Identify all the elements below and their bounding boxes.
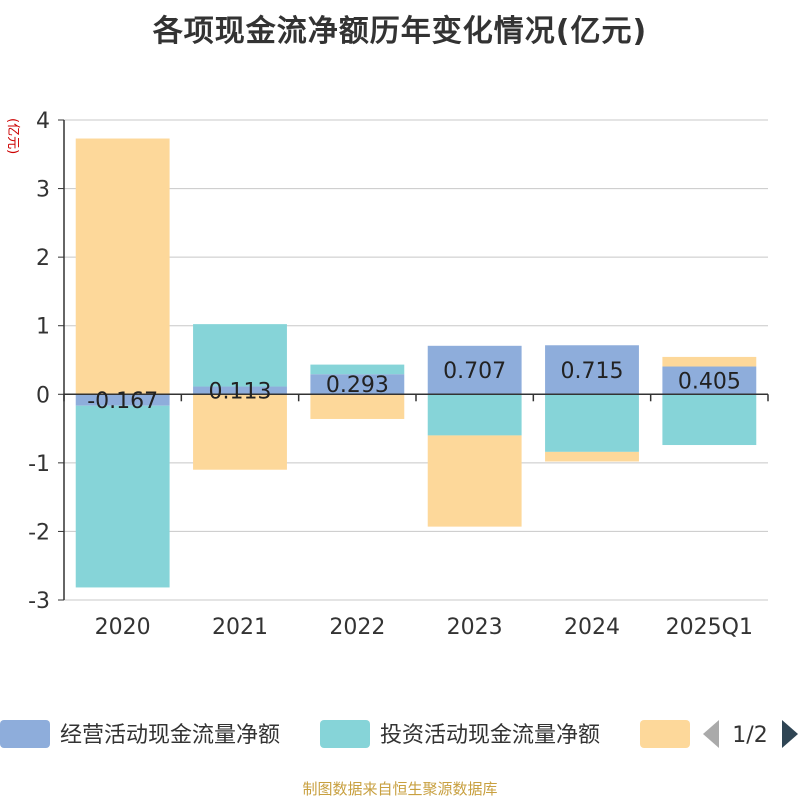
y-tick-label: -1 [28,452,50,477]
y-tick-label: 2 [36,246,50,271]
bar-series-1-2024[interactable] [545,394,639,452]
x-tick-label: 2021 [212,615,268,640]
bar-series-1-2025Q1[interactable] [662,394,757,446]
bar-series-2-2021[interactable] [193,394,287,470]
legend-swatch-financing[interactable] [640,720,690,748]
legend-label-operating[interactable]: 经营活动现金流量净额 [60,723,280,748]
data-source-note: 制图数据来自恒生聚源数据库 [302,780,498,798]
bar-series-0-2025Q1[interactable] [662,366,757,395]
legend-swatch-operating[interactable] [0,720,50,748]
legend: 经营活动现金流量净额 投资活动现金流量净额 1/2 [0,720,798,748]
bar-series-2-2023[interactable] [427,435,522,527]
y-tick-label: 4 [36,109,50,134]
data-label-operating: 0.707 [443,359,506,384]
y-tick-label: -3 [28,589,50,614]
data-label-operating: 0.405 [678,369,741,394]
bar-series-1-2022[interactable] [310,364,405,375]
bar-series-2-2025Q1[interactable] [662,356,757,367]
x-tick-label: 2020 [95,615,151,640]
bar-series-1-2021[interactable] [193,324,287,387]
chart-title: 各项现金流净额历年变化情况(亿元) [152,14,648,49]
bar-series-2-2020[interactable] [75,138,170,395]
bar-series-1-2023[interactable] [427,394,522,436]
bar-layer [75,138,757,588]
data-label-operating: 0.113 [209,379,272,404]
bar-series-0-2021[interactable] [193,386,287,395]
bar-series-2-2024[interactable] [545,451,639,462]
bar-series-1-2020[interactable] [75,405,170,588]
y-tick-label: 1 [36,315,50,340]
data-label-operating: 0.293 [326,373,389,398]
axis-layer: 4 3 2 1 0 -1 -2 -3 2020 2021 2022 2023 2024 2025Q1 [28,109,769,640]
x-tick-label: 2022 [329,615,385,640]
legend-label-investing[interactable]: 投资活动现金流量净额 [380,723,600,748]
bar-series-0-2020[interactable] [75,394,170,406]
x-tick-label: 2023 [447,615,503,640]
label-layer: -0.167 0.113 0.293 0.707 0.715 0.405 [87,359,741,414]
grid-layer [64,119,768,601]
data-label-operating: 0.715 [561,359,624,384]
bar-series-2-2022[interactable] [310,394,405,419]
data-label-operating: -0.167 [87,389,158,414]
y-tick-label: 3 [36,178,50,203]
x-tick-label: 2025Q1 [666,615,753,640]
y-tick-label: 0 [36,383,50,408]
x-tick-label: 2024 [564,615,620,640]
bar-series-0-2024[interactable] [545,345,639,395]
bar-series-0-2022[interactable] [310,374,405,395]
y-axis-unit-label: (亿元) [5,118,20,154]
legend-swatch-investing[interactable] [320,720,370,748]
legend-page-indicator: 1/2 [732,723,767,748]
legend-prev-page-icon[interactable] [703,720,719,748]
bar-series-0-2023[interactable] [427,345,522,395]
y-tick-label: -2 [28,520,50,545]
legend-next-page-icon[interactable] [782,720,798,748]
